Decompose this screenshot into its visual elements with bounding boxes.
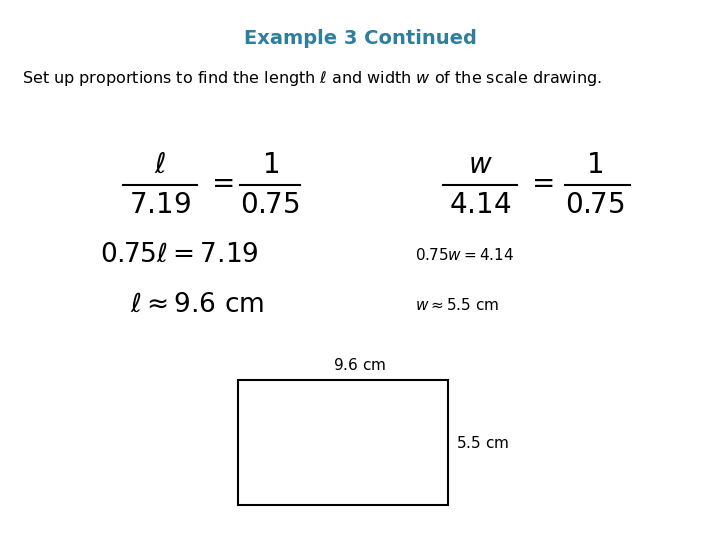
Text: $0.75\ell = 7.19$: $0.75\ell = 7.19$ [100, 242, 258, 268]
Text: $1$: $1$ [261, 151, 279, 179]
Text: $=$: $=$ [526, 168, 554, 196]
Text: $=$: $=$ [206, 168, 234, 196]
Text: $4.14$: $4.14$ [449, 191, 511, 219]
Text: $w \approx 5.5\ \mathrm{cm}$: $w \approx 5.5\ \mathrm{cm}$ [415, 297, 500, 313]
Text: $9.6\ \mathrm{cm}$: $9.6\ \mathrm{cm}$ [333, 357, 387, 373]
Text: $\ell \approx 9.6\ \mathrm{cm}$: $\ell \approx 9.6\ \mathrm{cm}$ [130, 292, 264, 318]
Text: $7.19$: $7.19$ [129, 191, 191, 219]
Text: $0.75$: $0.75$ [240, 191, 300, 219]
Bar [238, 380, 448, 505]
Text: $1$: $1$ [587, 151, 603, 179]
Text: Example 3 Continued: Example 3 Continued [243, 29, 477, 48]
Text: $0.75$: $0.75$ [565, 191, 625, 219]
Text: Set up proportions to find the length $\ell$ and width $w$ of the scale drawing.: Set up proportions to find the length $\… [22, 69, 602, 87]
Text: $\ell$: $\ell$ [154, 151, 166, 179]
Text: $w$: $w$ [468, 151, 492, 179]
Text: $0.75w = 4.14$: $0.75w = 4.14$ [415, 247, 514, 263]
Text: $5.5\ \mathrm{cm}$: $5.5\ \mathrm{cm}$ [456, 435, 509, 450]
